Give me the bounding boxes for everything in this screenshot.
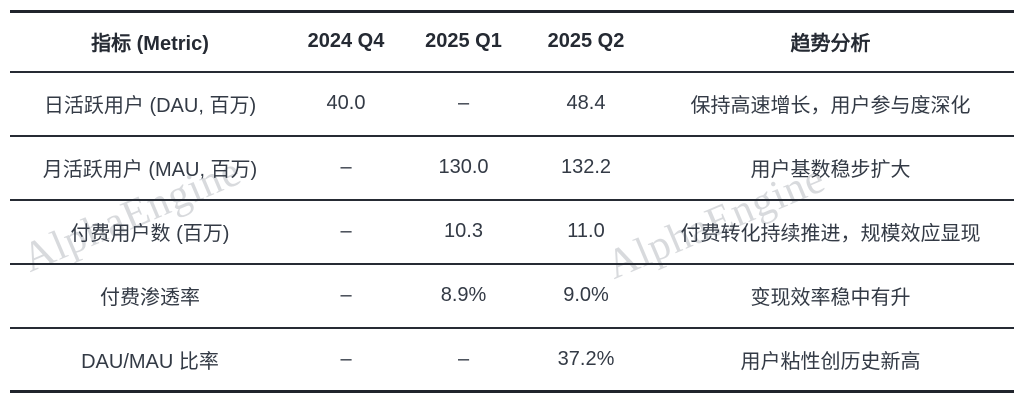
trend-cell: 用户基数稳步扩大 — [750, 159, 911, 181]
value-cell: – — [340, 347, 352, 370]
trend-cell: 用户粘性创历史新高 — [740, 350, 921, 373]
table-row-dau-mau-ratio: DAU/MAU 比率 – – 37.2% 用户粘性创历史新高 — [10, 328, 1014, 392]
value-cell: – — [457, 347, 470, 370]
column-header-2024-q4: 2024 Q4 — [307, 30, 385, 53]
header-row: 指标 (Metric) 2024 Q4 2025 Q1 2025 Q2 趋势分析 — [10, 12, 1014, 72]
value-cell: – — [340, 220, 352, 242]
trend-cell: 保持高速增长，用户参与度深化 — [690, 95, 971, 117]
value-cell: 130.0 — [438, 156, 489, 178]
value-cell: 37.2% — [557, 347, 615, 370]
metric-cell: 日活跃用户 (DAU, 百万) — [43, 95, 257, 117]
metric-cell: 付费渗透率 — [100, 287, 200, 309]
column-header-2025-q1: 2025 Q1 — [425, 30, 502, 53]
table-row-dau: 日活跃用户 (DAU, 百万) 40.0 – 48.4 保持高速增长，用户参与度… — [10, 72, 1014, 136]
table-row-paying-penetration: 付费渗透率 – 8.9% 9.0% 变现效率稳中有升 — [10, 264, 1014, 328]
value-cell: – — [457, 92, 470, 114]
value-cell: 10.3 — [444, 220, 483, 242]
metric-cell: 付费用户数 (百万) — [70, 223, 230, 245]
column-header-trend: 趋势分析 — [790, 33, 871, 56]
value-cell: 40.0 — [326, 92, 366, 114]
value-cell: 9.0% — [563, 284, 609, 306]
trend-cell: 付费转化持续推进，规模效应显现 — [680, 223, 981, 245]
metrics-table: 指标 (Metric) 2024 Q4 2025 Q1 2025 Q2 趋势分析… — [10, 10, 1014, 393]
column-header-metric: 指标 (Metric) — [91, 33, 209, 56]
value-cell: 48.4 — [566, 92, 606, 114]
trend-cell: 变现效率稳中有升 — [750, 287, 911, 309]
value-cell: 132.2 — [560, 156, 612, 178]
value-cell: 11.0 — [567, 220, 605, 242]
metric-cell: 月活跃用户 (MAU, 百万) — [42, 159, 258, 181]
value-cell: 8.9% — [440, 284, 487, 306]
metric-cell: DAU/MAU 比率 — [81, 350, 219, 373]
table-row-paying-users: 付费用户数 (百万) – 10.3 11.0 付费转化持续推进，规模效应显现 — [10, 200, 1014, 264]
table-row-mau: 月活跃用户 (MAU, 百万) – 130.0 132.2 用户基数稳步扩大 — [10, 136, 1014, 200]
column-header-2025-q2: 2025 Q2 — [547, 30, 625, 53]
value-cell: – — [340, 284, 352, 306]
value-cell: – — [340, 156, 352, 178]
